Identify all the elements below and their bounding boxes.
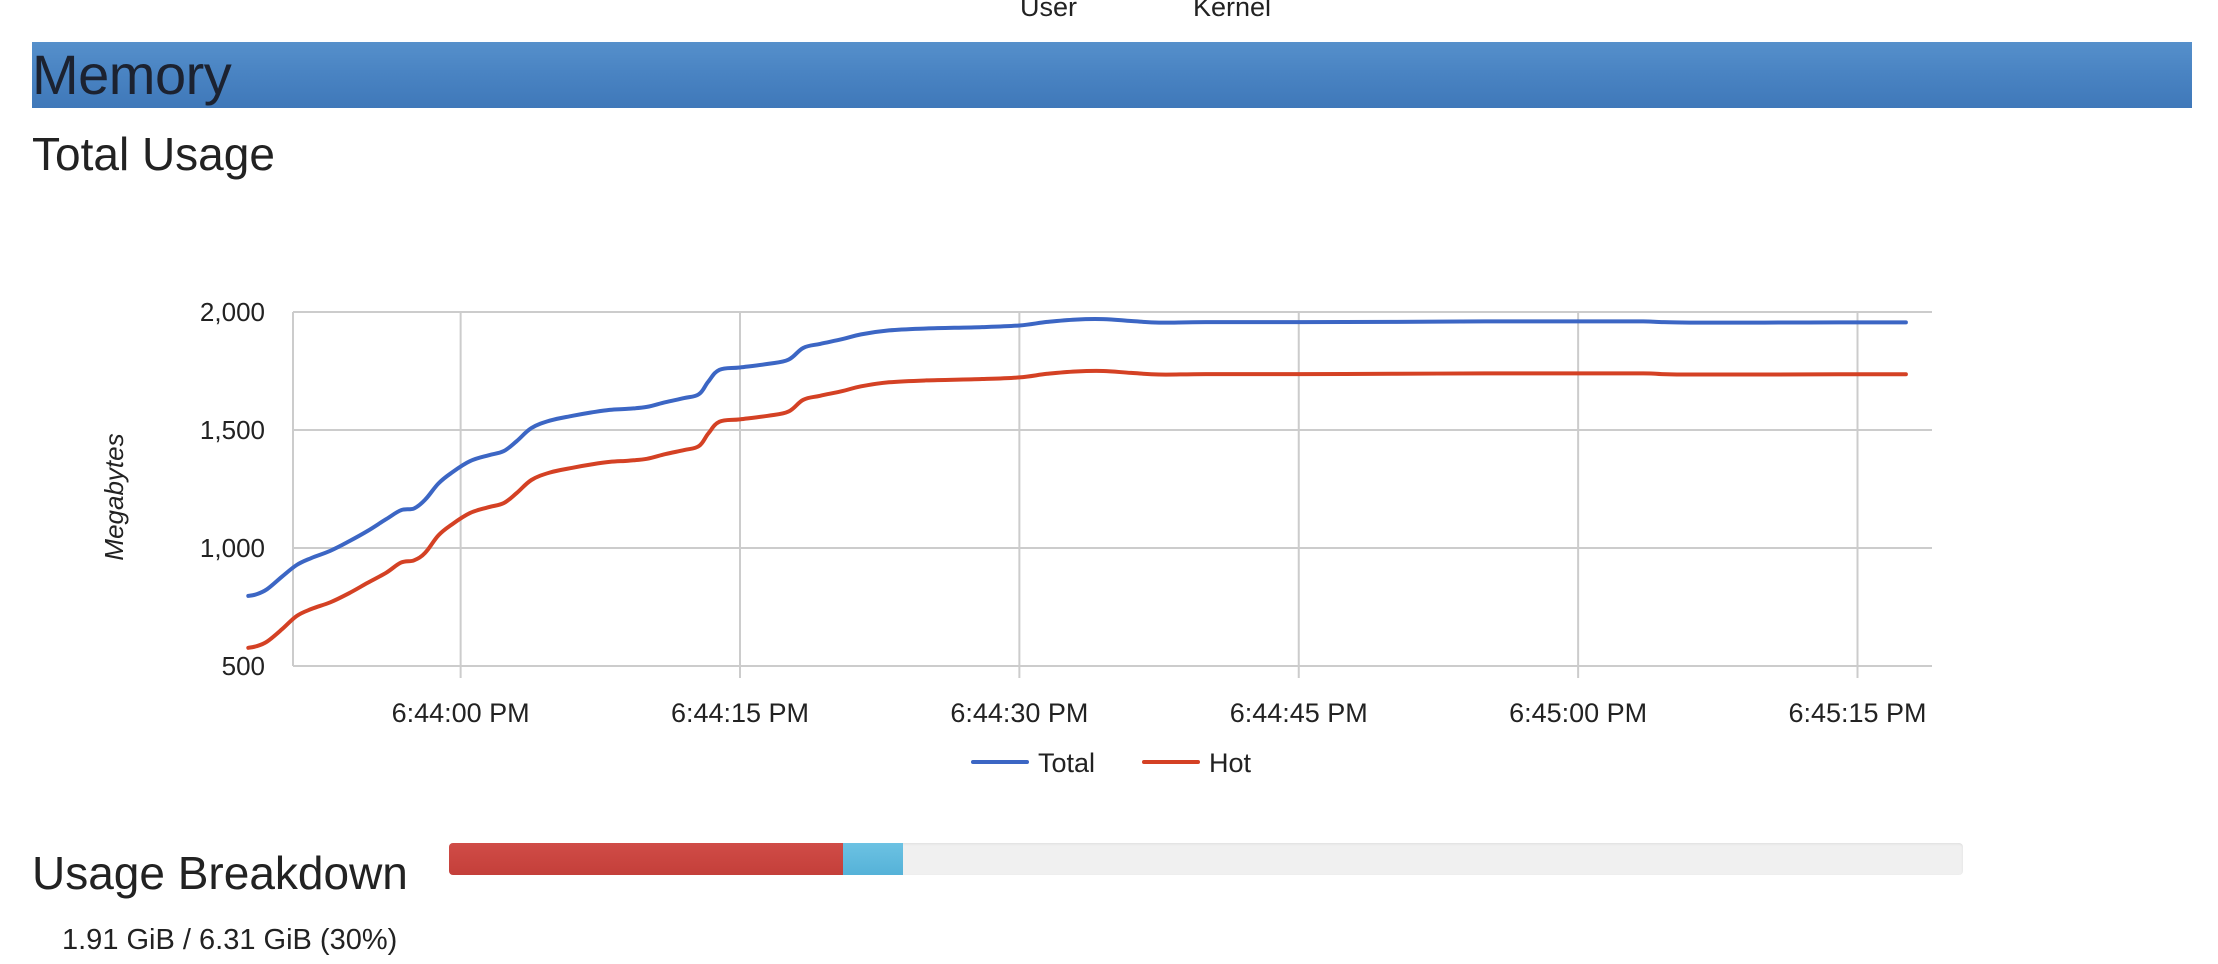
chart-legend: Total Hot <box>971 748 1252 778</box>
chart-gridlines <box>293 311 1932 678</box>
usage-breakdown-used-segment <box>449 843 843 875</box>
x-tick-label: 6:44:30 PM <box>950 698 1088 728</box>
series-line-hot <box>246 368 1908 650</box>
y-tick-label: 2,000 <box>200 297 265 327</box>
x-tick-label: 6:45:15 PM <box>1788 698 1926 728</box>
y-tick-label: 1,500 <box>200 415 265 445</box>
x-tick-label: 6:44:45 PM <box>1230 698 1368 728</box>
y-tick-label: 500 <box>222 651 265 681</box>
chart-axes: 2,000 1,500 1,000 500 6:44:00 PM 6:44:15 PM 6:… <box>200 297 1927 728</box>
legend-label-total: Total <box>1038 748 1095 778</box>
section-title: Memory <box>32 43 232 106</box>
total-usage-title: Total Usage <box>32 128 275 180</box>
x-tick-label: 6:44:00 PM <box>392 698 530 728</box>
y-tick-label: 1,000 <box>200 533 265 563</box>
legend-label-kernel: Kernel <box>1193 0 1272 22</box>
series-line-total <box>246 316 1908 598</box>
chart-series <box>246 316 1908 650</box>
y-axis-label: Megabytes <box>99 433 129 560</box>
section-header-bar <box>32 42 2192 108</box>
usage-breakdown-title: Usage Breakdown <box>32 847 408 899</box>
usage-breakdown-cache-segment <box>842 843 904 875</box>
legend-label-user: User <box>1020 0 1078 22</box>
usage-breakdown-bar <box>449 843 1963 875</box>
legend-label-hot: Hot <box>1209 748 1252 778</box>
top-chart-legend: User Kernel <box>0 0 2218 40</box>
x-tick-label: 6:45:00 PM <box>1509 698 1647 728</box>
usage-breakdown-text: 1.91 GiB / 6.31 GiB (30%) <box>62 924 398 956</box>
x-tick-label: 6:44:15 PM <box>671 698 809 728</box>
